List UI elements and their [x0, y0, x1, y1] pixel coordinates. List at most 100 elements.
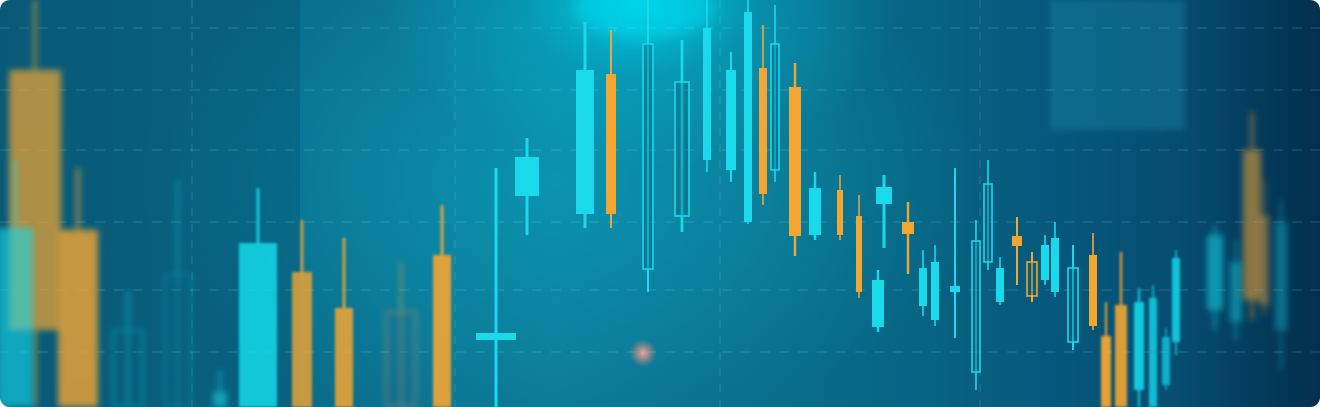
candle-bullish — [931, 245, 939, 326]
candle-bearish — [1243, 112, 1261, 320]
candle-bearish — [1115, 252, 1127, 407]
candle-bullish — [1207, 225, 1223, 330]
candle-body — [674, 81, 690, 217]
candle-body — [1275, 222, 1287, 330]
candle-body — [1051, 238, 1059, 292]
candle-body — [385, 311, 417, 407]
candle-body — [1207, 235, 1223, 310]
candle-body — [931, 262, 939, 320]
candle-body — [1134, 302, 1144, 390]
candle-body — [971, 240, 981, 373]
candle-bearish — [1012, 217, 1022, 285]
candle-body — [58, 230, 98, 407]
candle-body — [950, 286, 960, 292]
candle-body — [433, 255, 451, 407]
candle-bullish — [1051, 222, 1059, 297]
candle-bullish — [239, 188, 277, 407]
candle-bullish — [674, 40, 690, 232]
candle-body — [515, 157, 539, 196]
candle-bullish — [642, 0, 654, 292]
candle-bullish — [476, 168, 516, 407]
candle-bullish — [515, 138, 539, 235]
candle-body — [1230, 262, 1242, 322]
candle-body — [902, 222, 914, 234]
candle-bullish — [0, 160, 33, 407]
candle-bullish — [726, 52, 736, 182]
candle-bearish — [856, 195, 862, 298]
candle-bullish — [164, 180, 192, 407]
candle-body — [983, 183, 993, 263]
candle-bearish — [335, 238, 353, 407]
candle-body — [606, 74, 616, 214]
candle-bearish — [759, 25, 767, 205]
candle-bullish — [1149, 285, 1157, 407]
candle-bearish — [789, 63, 801, 256]
candle-bearish — [1026, 252, 1038, 302]
candle-bearish — [606, 30, 616, 228]
candle-body — [642, 43, 654, 270]
candle-bullish — [744, 0, 752, 224]
candle-body — [837, 190, 843, 235]
candle-bullish — [213, 370, 227, 407]
candle-body — [1012, 236, 1022, 246]
top-glow — [575, 0, 715, 38]
candle-body — [1162, 337, 1170, 385]
candle-body — [876, 187, 892, 204]
candle-bullish — [703, 0, 711, 172]
candle-body — [1115, 305, 1127, 407]
bg-panel — [1050, 0, 1185, 130]
candle-bearish — [292, 220, 312, 407]
candle-body — [759, 68, 767, 194]
lens-flare — [629, 339, 657, 367]
candle-bearish — [385, 262, 417, 407]
candle-bullish — [876, 175, 892, 248]
candle-bullish — [1275, 200, 1287, 370]
candle-body — [1026, 261, 1038, 297]
candle-body — [809, 188, 821, 235]
candle-bullish — [1134, 288, 1144, 407]
candle-bullish — [112, 290, 144, 407]
candle-body — [726, 70, 736, 170]
candle-body — [292, 272, 312, 407]
candle-body — [1101, 336, 1111, 407]
candle-bullish — [1172, 250, 1180, 355]
candle-body — [1067, 267, 1079, 343]
candle-body — [919, 268, 927, 306]
candle-body — [112, 329, 144, 407]
candle-bullish — [1067, 245, 1079, 350]
candle-bearish — [902, 202, 914, 274]
candle-body — [213, 392, 227, 407]
candle-body — [335, 308, 353, 407]
candle-bearish — [433, 205, 451, 407]
candle-bullish — [872, 270, 884, 332]
candle-bullish — [983, 160, 993, 270]
candle-body — [0, 228, 33, 407]
candles — [0, 0, 1287, 407]
candle-bullish — [770, 5, 780, 182]
candle-body — [744, 12, 752, 222]
candle-body — [856, 216, 862, 292]
candle-body — [576, 70, 594, 214]
candle-bullish — [1041, 235, 1049, 285]
candle-bearish — [1259, 180, 1269, 315]
candle-bullish — [919, 250, 927, 316]
candle-body — [1089, 255, 1097, 326]
candle-bearish — [837, 175, 843, 240]
candle-bullish — [950, 168, 960, 338]
candle-body — [703, 28, 711, 160]
candle-body — [476, 333, 516, 340]
candle-body — [872, 280, 884, 327]
candle-body — [770, 43, 780, 171]
candle-bullish — [996, 257, 1004, 305]
candle-body — [1243, 150, 1261, 300]
candle-bullish — [971, 220, 981, 390]
candle-bearish — [1101, 302, 1111, 407]
candle-body — [1172, 258, 1180, 342]
candle-body — [1041, 245, 1049, 280]
candle-bullish — [809, 172, 821, 240]
candle-bullish — [576, 22, 594, 228]
candle-body — [789, 87, 801, 236]
candle-bearish — [1089, 233, 1097, 330]
